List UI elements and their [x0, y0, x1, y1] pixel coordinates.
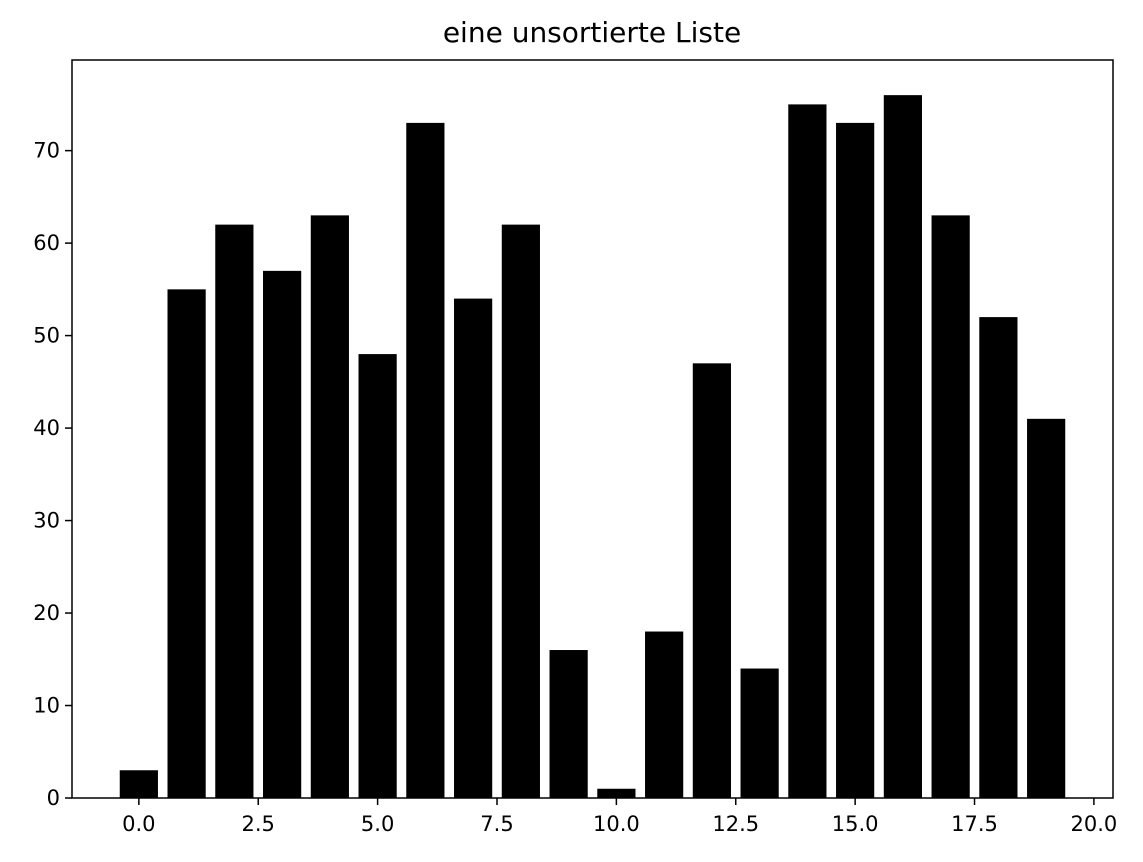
bar-3 [263, 270, 302, 798]
x-tick-label-0: 0.0 [122, 812, 155, 836]
bar-6 [406, 122, 445, 798]
x-tick-label-7: 17.5 [951, 812, 998, 836]
bar-14 [788, 104, 827, 798]
plot-frame [71, 59, 1114, 799]
bar-2 [215, 224, 254, 798]
bar-12 [692, 363, 731, 798]
x-tick-label-6: 15.0 [832, 812, 879, 836]
y-tick-label-4: 40 [33, 416, 60, 440]
chart-title: eine unsortierte Liste [443, 16, 741, 49]
y-tick-label-3: 30 [33, 509, 60, 533]
bar-16 [883, 95, 922, 798]
x-axis: 0.0 2.5 5.0 7.5 10.0 12.5 15.0 17.5 20.0 [122, 798, 1117, 836]
y-tick-label-0: 0 [47, 786, 60, 810]
bar-8 [501, 224, 540, 798]
y-tick-label-5: 50 [33, 324, 60, 348]
y-tick-label-6: 60 [33, 231, 60, 255]
y-tick-label-2: 20 [33, 601, 60, 625]
bar-0 [119, 770, 158, 798]
x-tick-label-4: 10.0 [593, 812, 640, 836]
bar-18 [979, 317, 1018, 798]
y-tick-label-1: 10 [33, 694, 60, 718]
bar-11 [645, 631, 684, 798]
y-axis: 0 10 20 30 40 50 60 70 [33, 139, 72, 810]
x-tick-label-2: 5.0 [361, 812, 394, 836]
bar-13 [740, 668, 779, 798]
bar-5 [358, 354, 397, 798]
bar-15 [836, 122, 875, 798]
bar-19 [1027, 418, 1066, 798]
bar-10 [597, 788, 636, 798]
bar-9 [549, 650, 588, 798]
bar-4 [310, 215, 349, 798]
x-tick-label-5: 12.5 [712, 812, 759, 836]
y-tick-label-7: 70 [33, 139, 60, 163]
bars-layer [119, 95, 1066, 798]
x-tick-label-1: 2.5 [242, 812, 275, 836]
x-tick-label-8: 20.0 [1071, 812, 1118, 836]
bar-17 [931, 215, 970, 798]
bar-7 [454, 298, 493, 798]
bar-1 [167, 289, 206, 798]
x-tick-label-3: 7.5 [480, 812, 513, 836]
